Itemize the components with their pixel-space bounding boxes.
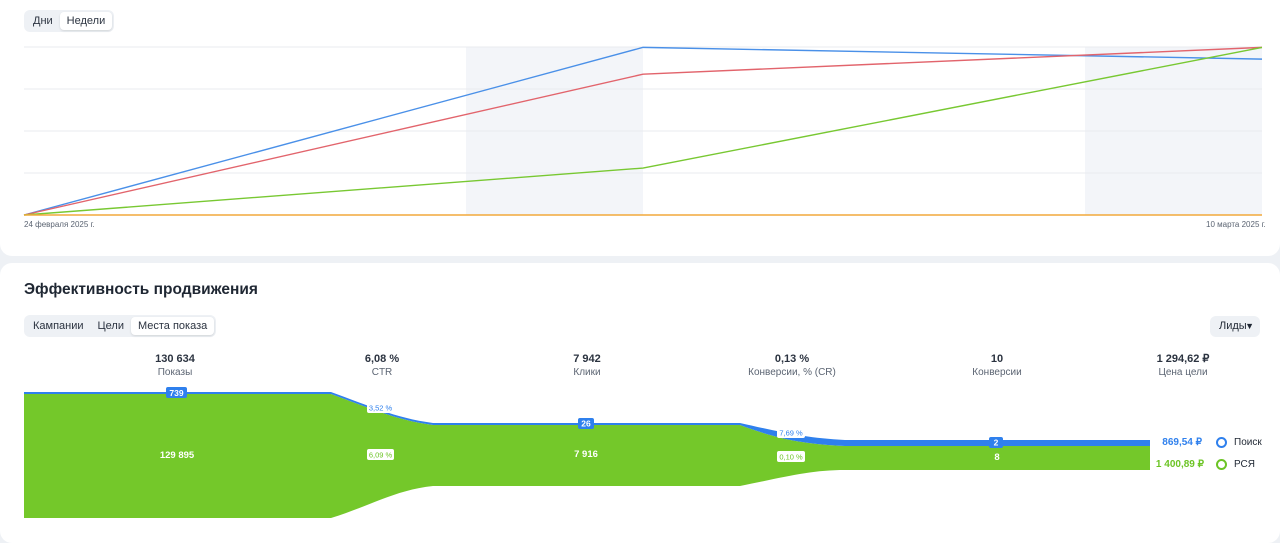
funnel-tabs: Кампании Цели Места показа — [24, 315, 217, 337]
search-value-badge — [166, 387, 187, 398]
cr-rsya-badge — [777, 451, 805, 462]
ctr-rsya-label: 6,09 % — [369, 451, 393, 460]
metric-label: Конверсии — [972, 367, 1022, 378]
rsya-goal-cost: 1 400,89 ₽ — [1155, 459, 1204, 470]
metric-label: Цена цели — [1158, 367, 1208, 378]
metric-label: Клики — [573, 367, 601, 378]
cr-search-label: 7,69 % — [779, 429, 803, 438]
tab-goals[interactable]: Цели — [97, 320, 124, 332]
circle-icon — [1216, 437, 1227, 448]
metric-conversions: 10 Конверсии — [927, 352, 1067, 380]
tab-placements[interactable]: Места показа — [130, 317, 215, 335]
ctr-search-label: 3,52 % — [369, 404, 393, 413]
series-line-1 — [23, 46, 1263, 216]
metric-ctr: 6,08 % CTR — [312, 352, 452, 380]
funnel-band-rsya — [24, 394, 1150, 518]
metric-label: CTR — [371, 367, 393, 378]
cr-rsya-label: 0,10 % — [779, 453, 803, 462]
search-goal-cost: 869,54 ₽ — [1162, 437, 1202, 448]
metric-value: 1 294,62 ₽ — [1156, 353, 1210, 365]
metric-impressions: 130 634 Показы — [105, 352, 245, 380]
impressions-search-label: 739 — [169, 388, 183, 398]
conversions-search-label: 2 — [994, 438, 999, 448]
ctr-search-badge — [367, 402, 394, 413]
metric-value: 7 942 — [573, 353, 601, 365]
section-title: Эффективность продвижения — [24, 281, 258, 298]
conversions-rsya-label: 8 — [994, 452, 999, 463]
legend-label: Поиск — [1234, 437, 1262, 448]
metric-value: 6,08 % — [364, 353, 400, 365]
period-option-weeks[interactable]: Недели — [59, 12, 113, 30]
metric-value: 130 634 — [155, 353, 195, 365]
ctr-rsya-badge — [367, 449, 394, 460]
line-chart — [23, 46, 1263, 216]
metric-cr: 0,13 % Конверсии, % (CR) — [722, 352, 862, 380]
impressions-rsya-label: 129 895 — [160, 450, 195, 461]
metric-value: 0,13 % — [774, 353, 810, 365]
circle-icon — [1216, 459, 1227, 470]
series-line-2 — [23, 46, 1263, 216]
metric-goal-cost: 1 294,62 ₽ Цена цели — [1113, 352, 1253, 380]
clicks-rsya-label: 7 916 — [574, 449, 598, 460]
metric-label: Конверсии, % (CR) — [748, 367, 836, 378]
metric-select[interactable]: Лиды ▼ — [1210, 316, 1260, 337]
metric-label: Показы — [157, 367, 193, 378]
series-line-0 — [23, 46, 1263, 216]
funnel-chart: 739 129 895 3,52 % 6,09 % 26 7 916 7,69 … — [24, 387, 1150, 518]
metric-select-value: Лиды — [1219, 320, 1247, 332]
period-toggle: Дни Недели — [24, 10, 115, 32]
period-option-days[interactable]: Дни — [33, 15, 53, 27]
clicks-search-label: 26 — [581, 419, 591, 429]
tab-campaigns[interactable]: Кампании — [33, 320, 84, 332]
chevron-down-icon: ▼ — [1245, 321, 1254, 331]
metric-value: 10 — [990, 353, 1004, 365]
x-axis-end-label: 10 марта 2025 г. — [1206, 220, 1266, 229]
cr-search-badge — [777, 427, 805, 438]
legend-item-rsya[interactable]: РСЯ — [1216, 459, 1255, 470]
conversions-search-badge — [989, 437, 1003, 448]
clicks-search-badge — [578, 418, 594, 429]
metric-clicks: 7 942 Клики — [517, 352, 657, 380]
legend-label: РСЯ — [1234, 459, 1256, 470]
legend-item-search[interactable]: Поиск — [1216, 437, 1262, 448]
x-axis-start-label: 24 февраля 2025 г. — [24, 220, 95, 229]
